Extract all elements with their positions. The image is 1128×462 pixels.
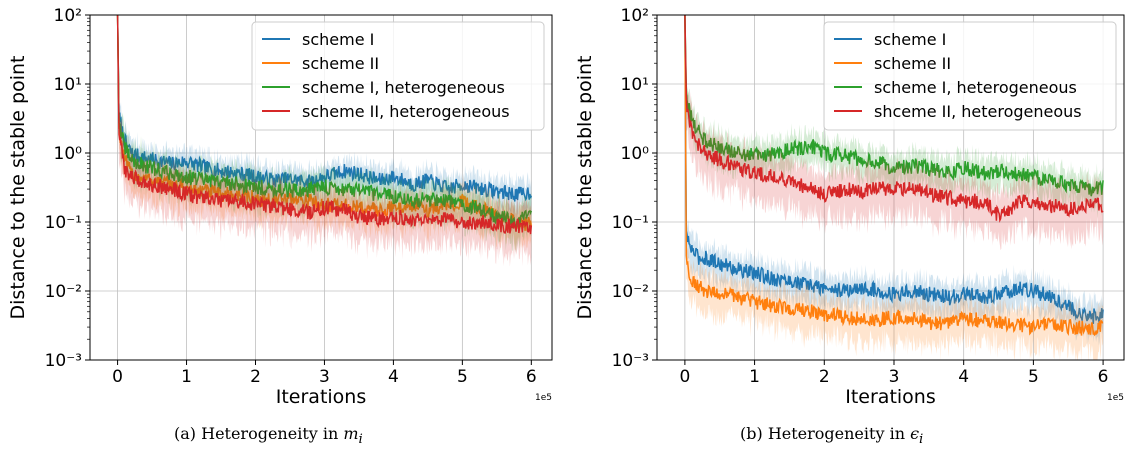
x-axis-label: Iterations [845, 386, 936, 408]
legend-label: shceme II, heterogeneous [874, 102, 1082, 121]
x-offset-label: 1e5 [535, 393, 552, 403]
chart-panel-b: 0 1 2 3 4 5 6 10⁻³ 10⁻² 10⁻¹ 10⁰ 10¹ 10² Iterations Di… [574, 6, 1125, 408]
x-tick-label: 0 [679, 367, 690, 387]
series-line [116, 15, 533, 202]
y-tick-label: 10¹ [621, 75, 649, 95]
legend-label: scheme II, heterogeneous [302, 102, 510, 121]
axes-frame [89, 14, 553, 361]
series-line [116, 15, 533, 229]
x-tick-label: 1 [181, 367, 192, 387]
legend-label: scheme I, heterogeneous [874, 78, 1077, 97]
plot-area [116, 15, 533, 267]
y-tick-label: 10² [621, 6, 649, 26]
x-tick-label: 2 [250, 367, 261, 387]
x-tick-label: 5 [1028, 367, 1039, 387]
x-offset-label: 1e5 [1107, 393, 1124, 403]
x-tick-label: 4 [958, 367, 969, 387]
y-axis-label: Distance to the stable point [7, 56, 29, 320]
x-tick-label: 6 [1098, 367, 1109, 387]
y-tick-label: 10⁻² [45, 282, 82, 302]
x-tick-label: 2 [819, 367, 830, 387]
series-line [684, 15, 1104, 325]
x-axis-label: Iterations [276, 386, 367, 408]
x-tick-label: 4 [388, 367, 399, 387]
x-tick-label: 3 [889, 367, 900, 387]
x-tick-label: 0 [112, 367, 123, 387]
x-tick-label: 1 [749, 367, 760, 387]
series-line [684, 15, 1104, 197]
legend-label: scheme II [874, 54, 951, 73]
series-band [117, 15, 532, 221]
y-tick-label: 10¹ [54, 75, 82, 95]
y-tick-label: 10⁰ [54, 144, 83, 164]
legend-label: scheme I [874, 30, 946, 49]
caption-a: (a) Heterogeneity in mi [174, 424, 363, 448]
axes-frame [656, 14, 1125, 361]
series-band [684, 15, 1104, 251]
y-tick-label: 10² [54, 6, 82, 26]
legend-box [251, 21, 545, 131]
caption-b: (b) Heterogeneity in ϵi [740, 424, 924, 448]
y-tick-label: 10⁻³ [45, 351, 82, 371]
legend-label: scheme I [302, 30, 374, 49]
series-line [116, 15, 533, 235]
y-tick-label: 10⁻¹ [45, 213, 82, 233]
chart-panel-a: 0 1 2 3 4 5 6 10⁻³ 10⁻² 10⁻¹ 10⁰ 10¹ 10² Iterations Di… [7, 6, 553, 408]
plot-area [684, 15, 1104, 360]
series-band [684, 15, 1104, 346]
legend-box [823, 21, 1117, 131]
y-tick-label: 10⁻¹ [612, 213, 649, 233]
x-tick-label: 5 [457, 367, 468, 387]
x-tick-label: 6 [526, 367, 537, 387]
y-tick-label: 10⁻³ [612, 351, 649, 371]
legend: scheme I scheme II scheme I, heterogeneous… [251, 21, 545, 131]
legend-label: scheme I, heterogeneous [302, 78, 505, 97]
y-tick-label: 10⁰ [621, 144, 650, 164]
x-tick-label: 3 [319, 367, 330, 387]
y-axis-label: Distance to the stable point [574, 56, 596, 320]
series-line [684, 15, 1104, 337]
legend: scheme I scheme II scheme I, heterogeneous… [823, 21, 1117, 131]
series-band [117, 15, 532, 253]
series-line [684, 15, 1104, 223]
y-tick-label: 10⁻² [612, 282, 649, 302]
legend-label: scheme II [302, 54, 379, 73]
